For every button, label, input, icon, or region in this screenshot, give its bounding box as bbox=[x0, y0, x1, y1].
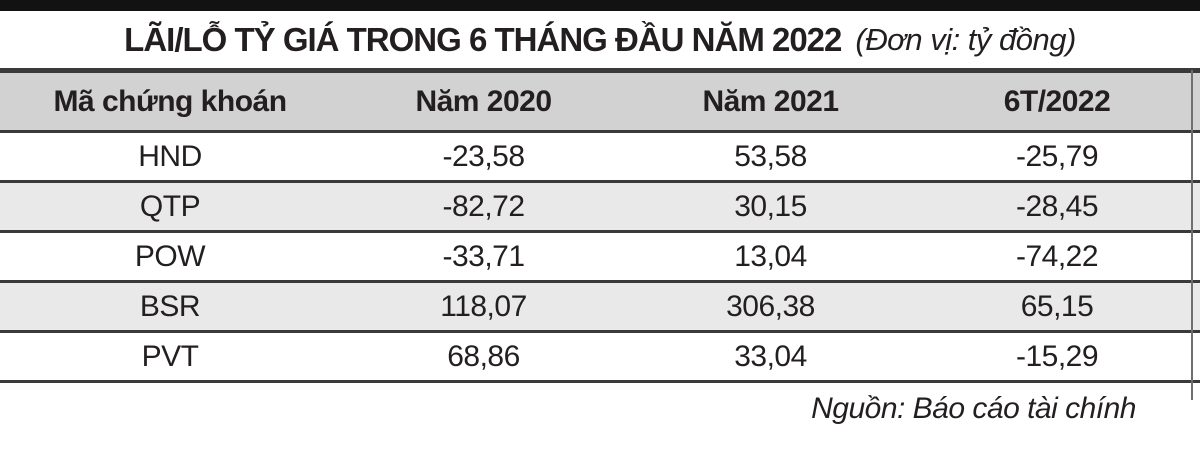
value-cell: 13,04 bbox=[627, 231, 914, 283]
value-cell: 53,58 bbox=[627, 131, 914, 183]
table-row: PVT 68,86 33,04 -15,29 bbox=[0, 331, 1200, 383]
source-note: Nguồn: Báo cáo tài chính bbox=[811, 392, 1136, 425]
column-header-ticker: Mã chứng khoán bbox=[0, 68, 340, 133]
table-row: HND -23,58 53,58 -25,79 bbox=[0, 131, 1200, 183]
value-cell: -23,58 bbox=[340, 131, 627, 183]
value-cell: -33,71 bbox=[340, 231, 627, 283]
chart-title-block: LÃI/LỖ TỶ GIÁ TRONG 6 THÁNG ĐẦU NĂM 2022… bbox=[0, 11, 1200, 68]
fx-gain-loss-table: Mã chứng khoán Năm 2020 Năm 2021 6T/2022… bbox=[0, 68, 1200, 383]
ticker-cell: QTP bbox=[0, 181, 340, 233]
ticker-cell: HND bbox=[0, 131, 340, 183]
ticker-cell: BSR bbox=[0, 281, 340, 333]
table-row: POW -33,71 13,04 -74,22 bbox=[0, 231, 1200, 283]
value-cell: 33,04 bbox=[627, 331, 914, 383]
top-black-bar bbox=[0, 0, 1200, 11]
ticker-cell: POW bbox=[0, 231, 340, 283]
unit-note: (Đơn vị: tỷ đồng) bbox=[855, 21, 1076, 57]
column-header-2020: Năm 2020 bbox=[340, 68, 627, 133]
value-cell: -25,79 bbox=[914, 131, 1200, 183]
value-cell: 118,07 bbox=[340, 281, 627, 333]
value-cell: 68,86 bbox=[340, 331, 627, 383]
ticker-cell: PVT bbox=[0, 331, 340, 383]
value-cell: 65,15 bbox=[914, 281, 1200, 333]
page-title: LÃI/LỖ TỶ GIÁ TRONG 6 THÁNG ĐẦU NĂM 2022 bbox=[124, 20, 842, 58]
header-row: Mã chứng khoán Năm 2020 Năm 2021 6T/2022 bbox=[0, 68, 1200, 133]
value-cell: -28,45 bbox=[914, 181, 1200, 233]
value-cell: 30,15 bbox=[627, 181, 914, 233]
value-cell: 306,38 bbox=[627, 281, 914, 333]
column-header-2021: Năm 2021 bbox=[627, 68, 914, 133]
table-right-border-line bbox=[1191, 70, 1193, 400]
table-row: BSR 118,07 306,38 65,15 bbox=[0, 281, 1200, 333]
footer: Nguồn: Báo cáo tài chính bbox=[0, 383, 1200, 435]
column-header-6t2022: 6T/2022 bbox=[914, 68, 1200, 133]
table-row: QTP -82,72 30,15 -28,45 bbox=[0, 181, 1200, 233]
value-cell: -82,72 bbox=[340, 181, 627, 233]
value-cell: -15,29 bbox=[914, 331, 1200, 383]
value-cell: -74,22 bbox=[914, 231, 1200, 283]
